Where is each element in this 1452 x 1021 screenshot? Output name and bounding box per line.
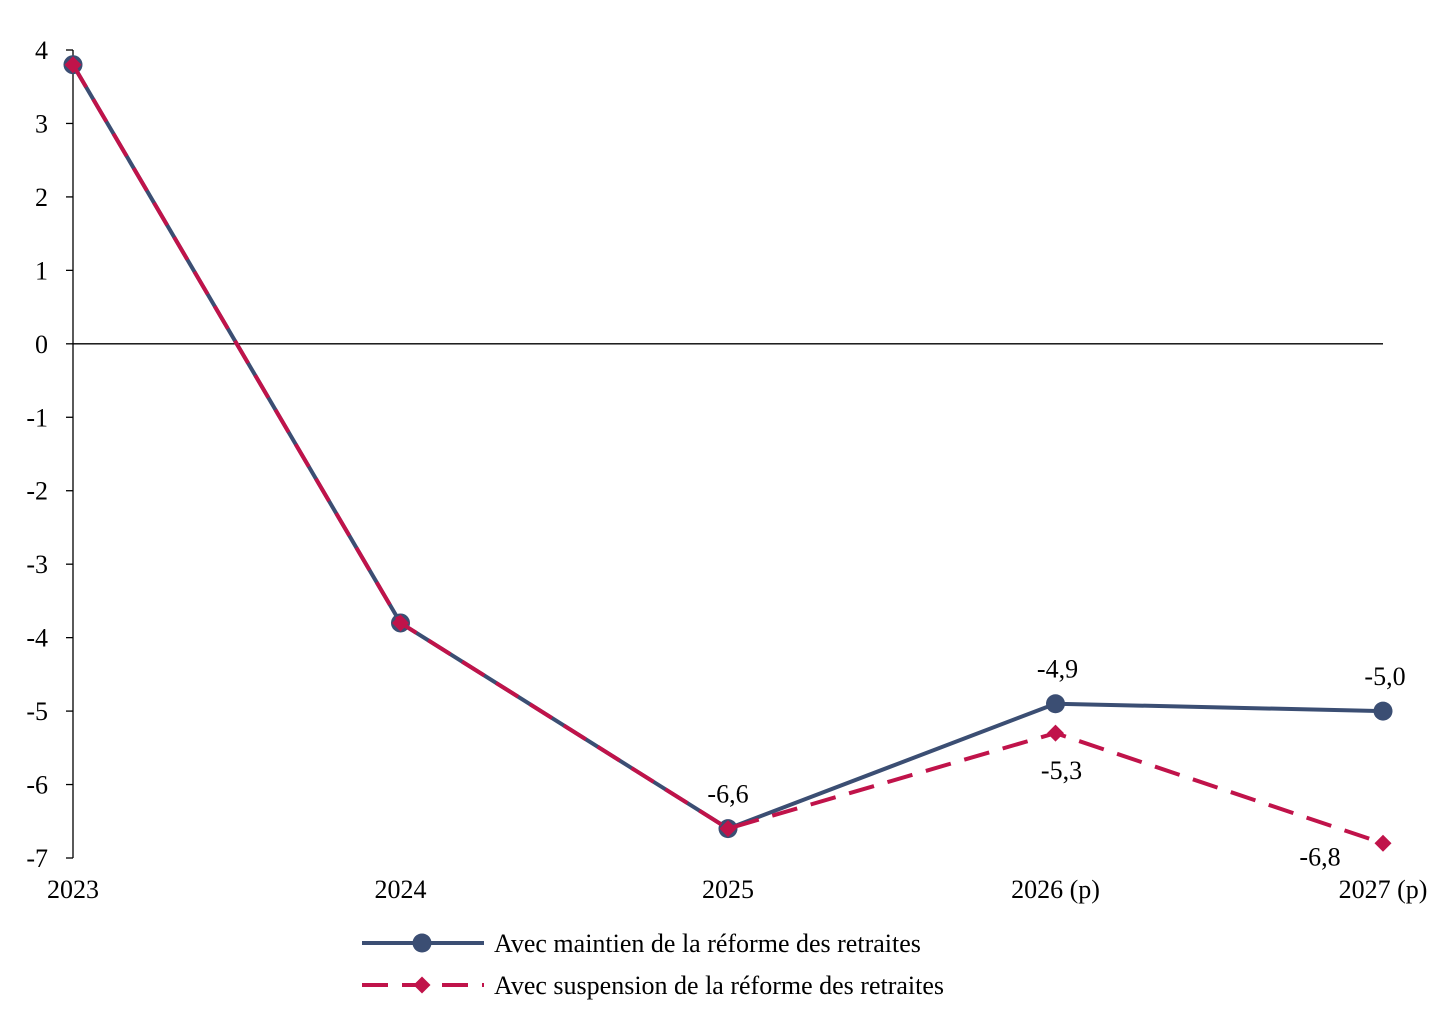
- legend-label: Avec suspension de la réforme des retrai…: [494, 971, 944, 1000]
- data-point: [1374, 834, 1392, 852]
- data-labels: -6,6 -4,9 -5,0 -5,3 -6,8: [707, 655, 1405, 872]
- data-point: [1046, 694, 1065, 714]
- y-tick-label: 3: [35, 109, 48, 138]
- y-tick-label: 2: [35, 183, 48, 212]
- x-tick-label: 2024: [375, 875, 427, 904]
- series-line-maintien: [71, 63, 1384, 831]
- x-tick-label: 2025: [702, 875, 754, 904]
- data-label: -5,3: [1041, 756, 1082, 785]
- y-tick-label: -6: [26, 771, 48, 800]
- data-label: -6,8: [1299, 842, 1340, 871]
- series-line-suspension: [71, 63, 1384, 846]
- y-tick-label: 1: [35, 256, 48, 285]
- legend-label: Avec maintien de la réforme des retraite…: [494, 929, 921, 958]
- data-point: [1373, 701, 1393, 721]
- data-point: [719, 820, 737, 838]
- data-label: -6,6: [707, 780, 748, 809]
- y-tick-label: 0: [35, 330, 48, 359]
- y-tick-label: -4: [26, 624, 48, 653]
- x-tick-label: 2027 (p): [1339, 875, 1428, 904]
- data-point: [392, 614, 409, 632]
- y-tick-label: -7: [26, 844, 48, 873]
- y-tick-label: -5: [26, 697, 48, 726]
- x-tick-label: 2026 (p): [1011, 875, 1100, 904]
- y-tick-label: -1: [26, 403, 48, 432]
- series-layer: [63, 55, 1393, 852]
- data-label: -5,0: [1364, 662, 1405, 691]
- data-point: [1047, 724, 1064, 742]
- data-point: [64, 56, 82, 74]
- legend: Avec maintien de la réforme des retraite…: [362, 929, 944, 1000]
- y-tick-label: -3: [26, 550, 48, 579]
- legend-marker: [413, 976, 431, 994]
- data-label: -4,9: [1037, 655, 1078, 684]
- legend-marker: [412, 933, 432, 953]
- x-tick-label: 2023: [47, 875, 99, 904]
- y-tick-label: 4: [35, 36, 48, 65]
- y-tick-label: -2: [26, 477, 48, 506]
